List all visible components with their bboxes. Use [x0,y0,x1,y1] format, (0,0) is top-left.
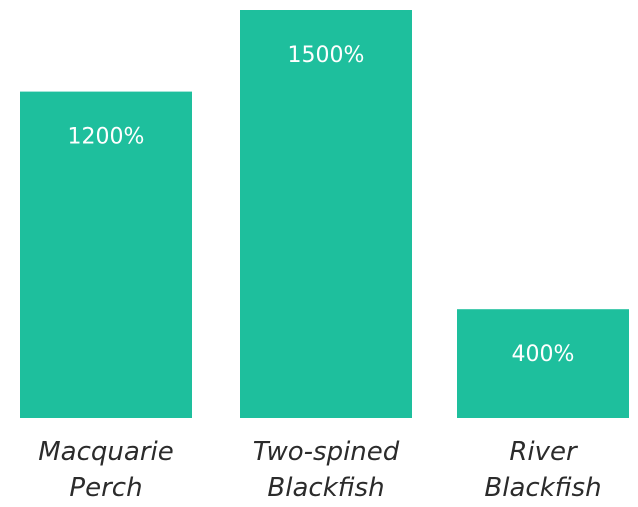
data-label-river-blackfish: 400% [512,342,575,367]
category-label-macquarie-perch-line-2: Perch [69,473,142,503]
category-label-macquarie-perch-line-1: Macquarie [38,437,173,467]
category-labels-layer: Macquarie Perch Two-spined Blackfish River Bl… [38,437,601,503]
bars-layer [20,10,629,418]
category-label-two-spined-blackfish-line-2: Blackfish [267,473,384,503]
data-label-two-spined-blackfish: 1500% [288,43,365,68]
bar-river-blackfish [457,309,629,418]
data-labels-layer: 1200% 1500% 400% [68,43,575,367]
category-label-river-blackfish-line-2: Blackfish [484,473,601,503]
data-label-macquarie-perch: 1200% [68,125,145,150]
bar-two-spined-blackfish [240,10,412,418]
category-label-river-blackfish-line-1: River [509,437,579,467]
bar-macquarie-perch [20,91,192,418]
category-label-two-spined-blackfish-line-1: Two-spined [253,437,400,467]
